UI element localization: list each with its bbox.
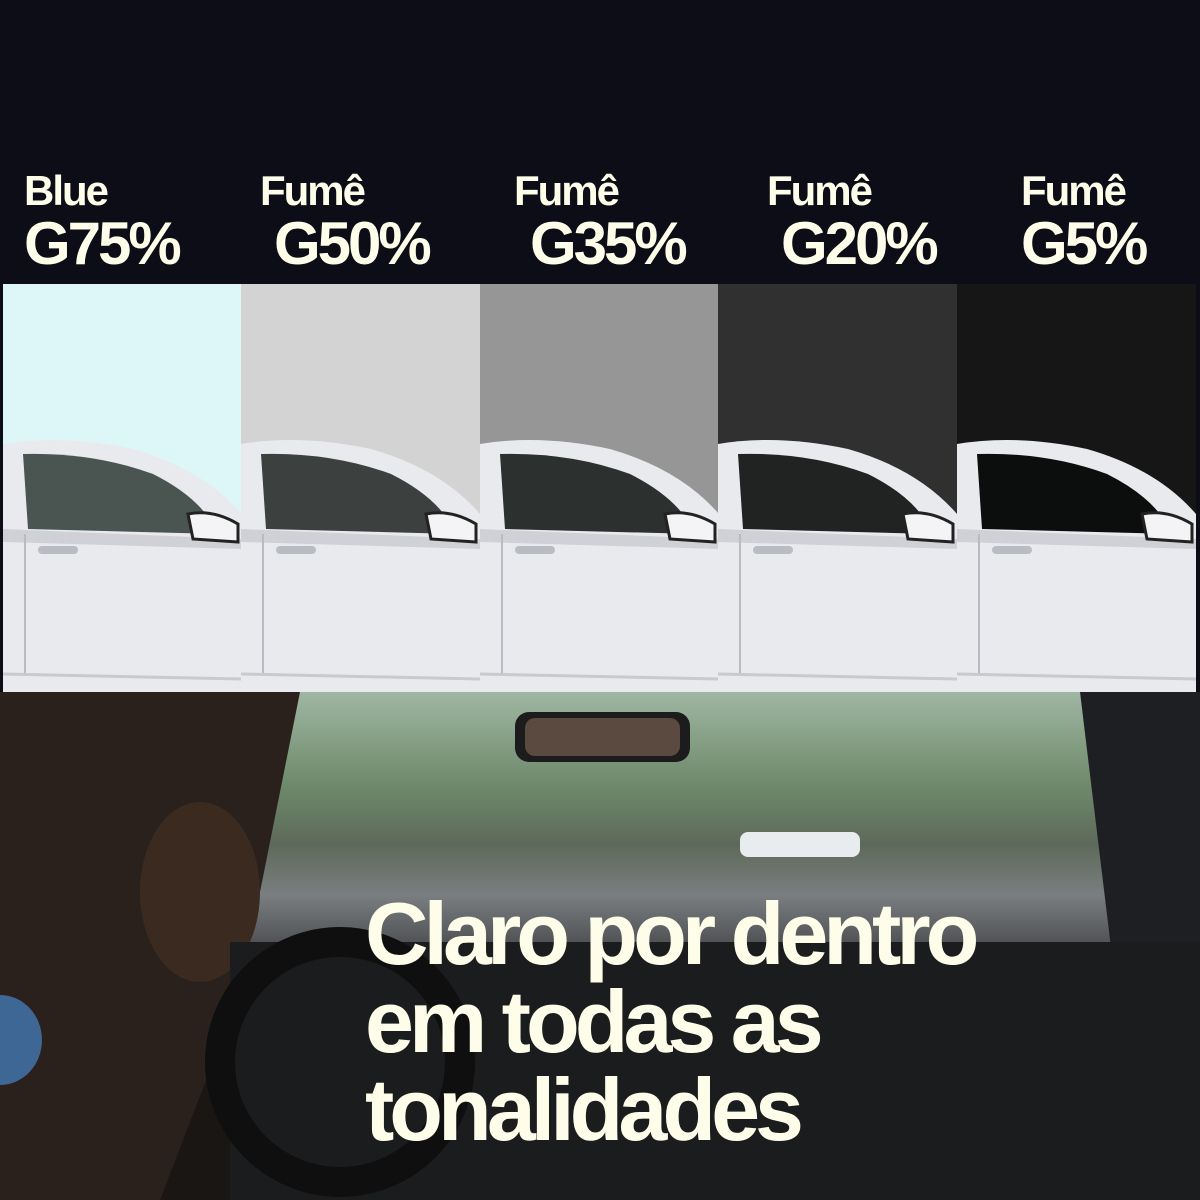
- headline-line-1: Claro por dentro: [365, 884, 979, 983]
- tint-label-2: Fumê G35%: [514, 167, 688, 277]
- car-interior-illustration: [0, 692, 1200, 1200]
- tint-swatch-2: [480, 284, 719, 692]
- driver-photo: [0, 692, 1200, 1200]
- tint-swatch-3: [718, 284, 957, 692]
- tint-percent: G35%: [530, 210, 688, 277]
- tint-swatch-4: [957, 284, 1196, 692]
- car-door-illustration: [241, 440, 480, 692]
- tint-type: Blue: [24, 167, 109, 214]
- tint-percent: G50%: [274, 210, 432, 277]
- headline-line-3: tonalidades: [365, 1060, 804, 1159]
- tint-swatch-0: [3, 284, 242, 692]
- tint-label-0: Blue G75%: [24, 167, 182, 277]
- car-door-illustration: [718, 440, 957, 692]
- tint-percent: G20%: [781, 210, 939, 277]
- headline: Claro por dentro em todas as tonalidades: [365, 884, 979, 1159]
- headline-line-2: em todas as: [365, 972, 824, 1071]
- tint-type: Fumê: [767, 167, 873, 214]
- tint-percent: G5%: [1021, 210, 1148, 277]
- tint-label-1: Fumê G50%: [260, 167, 432, 277]
- car-door-illustration: [957, 440, 1196, 692]
- tint-swatch-1: [241, 284, 480, 692]
- tint-percent: G75%: [24, 210, 182, 277]
- car-door-illustration: [480, 440, 719, 692]
- tint-label-4: Fumê G5%: [1021, 167, 1148, 277]
- tint-type: Fumê: [260, 167, 366, 214]
- car-door-illustration: [3, 440, 242, 692]
- tint-label-3: Fumê G20%: [767, 167, 939, 277]
- tint-type: Fumê: [1021, 167, 1127, 214]
- tint-type: Fumê: [514, 167, 620, 214]
